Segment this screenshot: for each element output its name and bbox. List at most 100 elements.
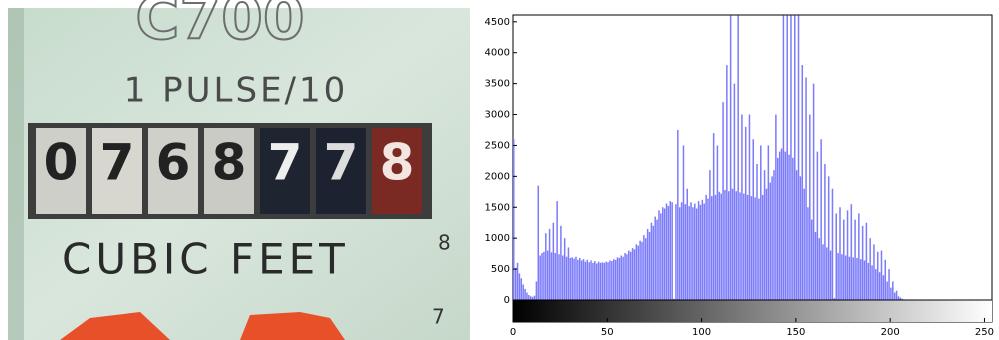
gray-ramp — [513, 300, 992, 322]
histogram-bar — [743, 193, 745, 300]
histogram-bar — [726, 65, 728, 300]
digit-wheel — [316, 128, 366, 214]
histogram-bar — [548, 228, 551, 300]
histogram-bar — [897, 296, 900, 300]
histogram-bar — [603, 262, 606, 300]
histogram-bar — [631, 248, 634, 300]
histogram-bar — [856, 257, 858, 300]
histogram-bar — [846, 210, 849, 300]
histogram-bar — [788, 154, 790, 300]
histogram-bar — [597, 261, 600, 300]
histogram-bar — [605, 261, 607, 300]
histogram-bar — [859, 259, 862, 300]
scale-label: 7 — [432, 305, 445, 329]
histogram-bar — [801, 65, 804, 300]
histogram-bar — [711, 196, 713, 300]
histogram-bar — [554, 253, 556, 300]
histogram-bar — [529, 296, 532, 300]
histogram-bar — [611, 261, 613, 300]
digit: 8 — [212, 134, 247, 192]
histogram-bar — [643, 235, 645, 300]
histogram-bar — [618, 257, 621, 300]
histogram-bar — [831, 188, 834, 300]
histogram-bar — [599, 262, 602, 300]
histogram-bar — [692, 207, 694, 300]
histogram-bar — [697, 201, 700, 300]
histogram-bar — [675, 204, 677, 300]
histogram-bar — [652, 225, 655, 300]
histogram-bar — [882, 275, 885, 300]
histogram-bar — [673, 298, 675, 300]
histogram-bar — [701, 199, 704, 300]
histogram-bar — [626, 254, 628, 300]
histogram-bar — [790, 15, 792, 300]
histogram-bar — [645, 238, 647, 300]
histogram-bar — [750, 196, 753, 300]
histogram-bar — [818, 238, 821, 300]
histogram-bar — [780, 148, 783, 300]
histogram-bar — [777, 157, 779, 300]
histogram-bar — [892, 281, 894, 300]
y-tick-label: 4000 — [485, 48, 510, 59]
histogram-bar — [688, 206, 690, 300]
histogram-bar — [744, 126, 747, 300]
histogram-bar — [654, 216, 656, 300]
histogram-bar — [612, 259, 615, 300]
histogram-bar — [656, 219, 658, 300]
histogram-bar — [803, 188, 805, 300]
histogram-bar — [665, 203, 668, 300]
scale-label: 8 — [438, 231, 451, 255]
histogram-bar — [854, 219, 856, 300]
histogram-bar — [820, 139, 822, 300]
histogram-bar — [778, 151, 781, 300]
histogram-bar — [827, 176, 830, 300]
histogram-bar — [824, 163, 826, 300]
histogram-bar — [560, 225, 562, 300]
histogram-bar — [714, 194, 717, 300]
histogram-bar — [724, 189, 726, 300]
histogram-bar — [758, 198, 760, 300]
histogram-bar — [516, 262, 519, 300]
histogram-bar — [624, 253, 626, 300]
histogram-bar — [863, 260, 866, 300]
digit-wheel — [92, 128, 142, 214]
histogram-bar — [893, 292, 896, 300]
histogram-bar — [588, 262, 590, 300]
histogram-bar — [550, 252, 553, 300]
histogram-bar — [637, 245, 639, 300]
histogram-bar — [601, 262, 604, 300]
histogram-bar — [569, 257, 572, 300]
histogram-bar — [695, 208, 698, 300]
histogram-bar — [797, 15, 800, 300]
histogram-bar — [718, 191, 721, 300]
histogram-bar — [533, 295, 536, 300]
histogram-bar — [756, 163, 758, 300]
histogram-bar — [609, 260, 611, 300]
histogram-bar — [586, 259, 589, 300]
histogram-bar — [829, 250, 832, 300]
histogram-bar — [901, 298, 903, 300]
histogram-bar — [816, 151, 819, 300]
histogram-bar — [782, 15, 785, 300]
histogram-bar — [622, 256, 624, 300]
histogram-bar — [567, 247, 570, 300]
histogram-bar — [837, 253, 839, 300]
histogram-bar — [620, 255, 623, 300]
digit: 8 — [380, 134, 415, 192]
histogram-bar — [563, 238, 566, 300]
histogram-bar — [748, 114, 751, 300]
histogram-bar — [722, 102, 724, 300]
histogram-bar — [814, 231, 817, 300]
histogram-bar — [812, 83, 815, 300]
y-tick-label: 2500 — [485, 140, 510, 151]
histogram-bar — [709, 170, 711, 300]
histogram-bar — [592, 262, 594, 300]
histogram-bar — [648, 231, 651, 300]
x-tick-label: 200 — [881, 327, 900, 338]
histogram-bar — [739, 192, 741, 300]
y-tick-label: 1000 — [485, 233, 510, 244]
histogram-bar — [513, 139, 515, 300]
y-tick-label: 500 — [491, 264, 510, 275]
histogram-bar — [858, 213, 860, 300]
